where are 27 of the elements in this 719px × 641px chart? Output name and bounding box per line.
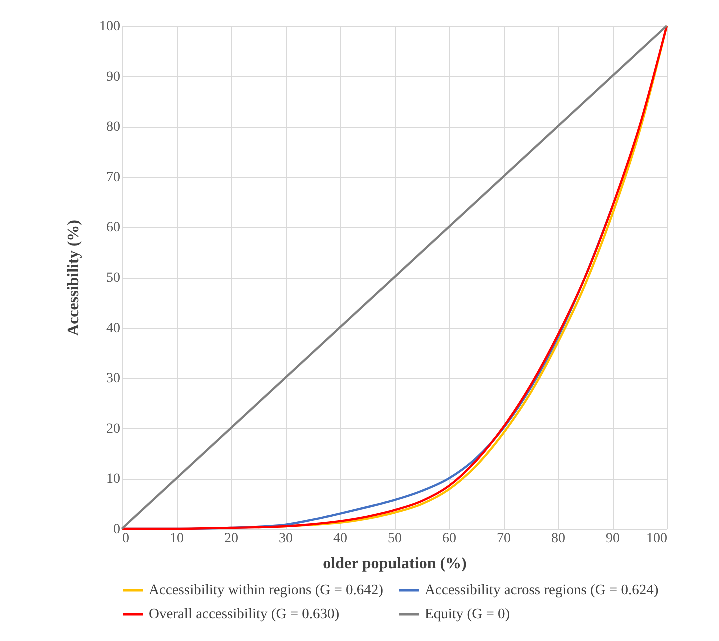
x-tick-label: 50	[388, 532, 402, 546]
legend-label: Accessibility within regions (G = 0.642)	[149, 582, 384, 598]
y-tick-label: 30	[106, 372, 120, 387]
y-tick-label: 20	[106, 422, 120, 437]
y-tick-label: 10	[106, 472, 120, 488]
x-tick-label: 100	[646, 532, 668, 546]
x-tick-label: 80	[552, 532, 566, 546]
y-tick-label: 60	[106, 220, 120, 236]
y-tick-label: 90	[106, 70, 120, 85]
y-tick-label: 100	[100, 20, 120, 34]
x-tick-label: 20	[224, 532, 238, 546]
y-tick-label: 40	[106, 321, 120, 336]
y-axis-title: Accessibility (%)	[66, 220, 82, 336]
legend-label: Overall accessibility (G = 0.630)	[149, 606, 340, 622]
x-tick-label: 40	[334, 532, 348, 546]
x-tick-label: 30	[279, 532, 293, 546]
line-series	[120, 24, 668, 530]
y-tick-label: 70	[106, 170, 120, 186]
y-tick-label: 50	[106, 271, 120, 286]
legend-label: Accessibility across regions (G = 0.624)	[425, 582, 659, 598]
x-tick-label: 90	[606, 532, 620, 546]
x-tick-label: 60	[442, 532, 456, 546]
legend-label: Equity (G = 0)	[425, 606, 510, 622]
x-tick-label: 70	[497, 532, 511, 546]
x-axis-title: older population (%)	[323, 556, 467, 572]
y-tick-label: 80	[106, 120, 120, 136]
x-tick-label: 10	[170, 532, 184, 546]
